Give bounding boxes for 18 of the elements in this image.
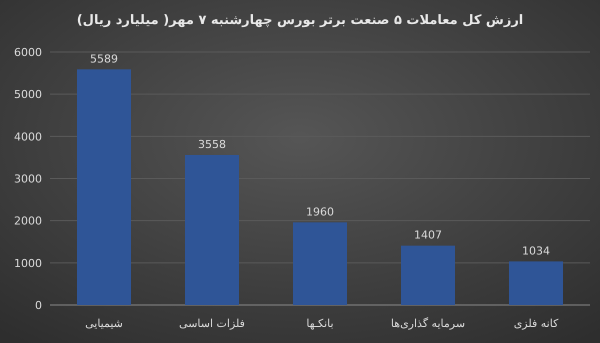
y-tick-label: 2000 bbox=[14, 214, 42, 228]
x-tick-label: بانکـها bbox=[306, 317, 334, 330]
x-tick-label: کانه فلزی bbox=[514, 317, 560, 330]
y-tick-label: 6000 bbox=[14, 46, 42, 59]
x-tick-label: شیمیایی bbox=[85, 317, 123, 330]
data-label: 1407 bbox=[414, 228, 442, 242]
y-tick-label: 3000 bbox=[14, 172, 42, 186]
data-label: 1034 bbox=[522, 244, 550, 258]
y-tick-label: 0 bbox=[35, 299, 42, 312]
data-label: 5589 bbox=[90, 52, 118, 66]
y-tick-label: 4000 bbox=[14, 130, 42, 144]
data-label: 1960 bbox=[306, 205, 334, 218]
y-tick-label: 5000 bbox=[14, 88, 42, 102]
data-label: 3558 bbox=[198, 138, 226, 151]
chart-title: ارزش کل معاملات ۵ صنعت برتر بورس چهارشنبه ۷ مهر( میلیارد ریال) bbox=[76, 13, 524, 28]
x-tick-label: فلزات اساسی bbox=[179, 317, 245, 330]
y-tick-label: 1000 bbox=[14, 256, 42, 270]
x-tick-label: سرمایه گذاری‌ها bbox=[390, 317, 466, 330]
